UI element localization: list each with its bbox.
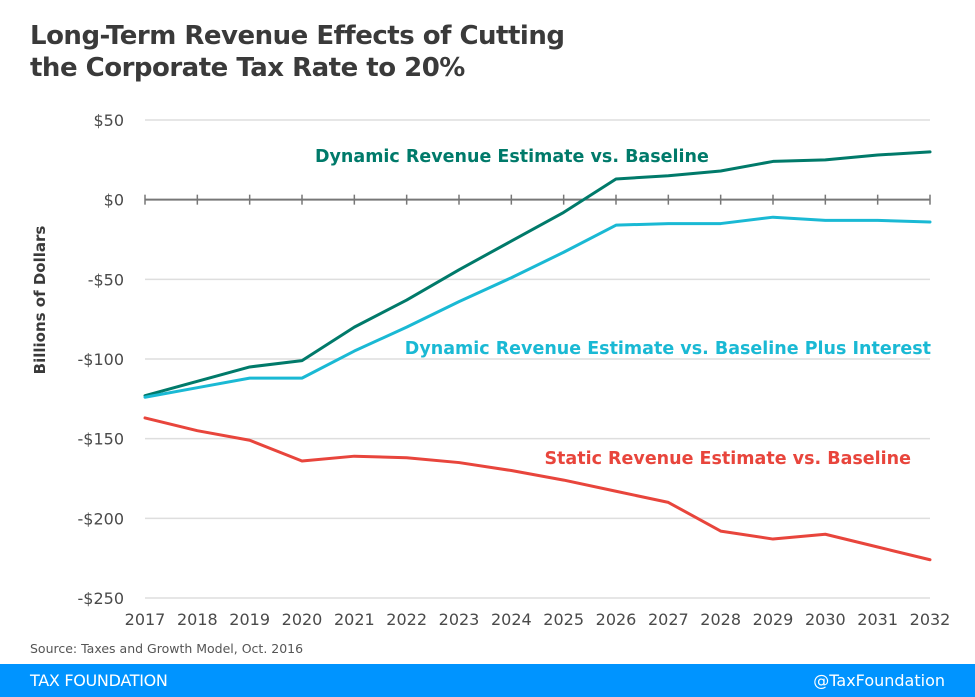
series-label-dynamic-plus-interest: Dynamic Revenue Estimate vs. Baseline Pl…: [405, 339, 931, 359]
x-axis-tick-labels: 2017 2018 2019 2020 2021 2022 2023 2024 2025 2026…: [125, 610, 951, 629]
footer-handle[interactable]: @TaxFoundation: [813, 671, 945, 690]
line-dynamic-plus-interest: [143, 215, 932, 399]
line-chart: $50$0-$50-$100-$150-$200-$250 2017 2018 20…: [31, 111, 951, 629]
y-axis-tick-labels: $50 $0 -$50 -$100 -$150 -$200 -$250: [78, 111, 125, 608]
x-tick-label: 2027: [648, 610, 689, 629]
x-tick-label: 2017: [125, 610, 166, 629]
footer-brand: TAX FOUNDATION: [30, 671, 168, 690]
zero-axis: [144, 194, 931, 205]
x-tick-label: 2025: [543, 610, 584, 629]
x-tick-label: 2023: [439, 610, 480, 629]
y-axis-title: Billions of Dollars: [31, 226, 49, 375]
x-tick-label: 2031: [857, 610, 898, 629]
y-tick-label: -$50: [88, 270, 124, 289]
chart-title-line-2: the Corporate Tax Rate to 20%: [30, 53, 465, 83]
chart-title: Long-Term Revenue Effects of Cutting the…: [30, 20, 565, 84]
series-label-static: Static Revenue Estimate vs. Baseline: [544, 449, 911, 469]
y-tick-label: -$250: [78, 589, 125, 608]
x-tick-label: 2028: [700, 610, 741, 629]
y-tick-label: -$200: [78, 509, 125, 528]
x-tick-label: 2024: [491, 610, 532, 629]
line-static: [143, 416, 932, 562]
gridlines: [145, 119, 930, 599]
x-tick-label: 2032: [910, 610, 951, 629]
y-tick-label: -$150: [78, 430, 125, 449]
x-tick-label: 2020: [282, 610, 323, 629]
chart-title-line-1: Long-Term Revenue Effects of Cutting: [30, 21, 565, 51]
x-tick-label: 2022: [386, 610, 427, 629]
y-tick-label: $50: [93, 111, 124, 130]
x-tick-label: 2021: [334, 610, 375, 629]
source-note: Source: Taxes and Growth Model, Oct. 201…: [30, 641, 304, 656]
x-tick-label: 2019: [229, 610, 270, 629]
y-tick-label: -$100: [78, 350, 125, 369]
series-lines: [143, 150, 932, 562]
x-tick-label: 2029: [753, 610, 794, 629]
line-dynamic: [143, 150, 932, 398]
y-tick-label: $0: [104, 191, 124, 210]
x-tick-label: 2026: [596, 610, 637, 629]
x-tick-label: 2030: [805, 610, 846, 629]
footer-bar: TAX FOUNDATION @TaxFoundation: [0, 664, 975, 697]
series-label-dynamic: Dynamic Revenue Estimate vs. Baseline: [315, 147, 709, 167]
x-tick-label: 2018: [177, 610, 218, 629]
